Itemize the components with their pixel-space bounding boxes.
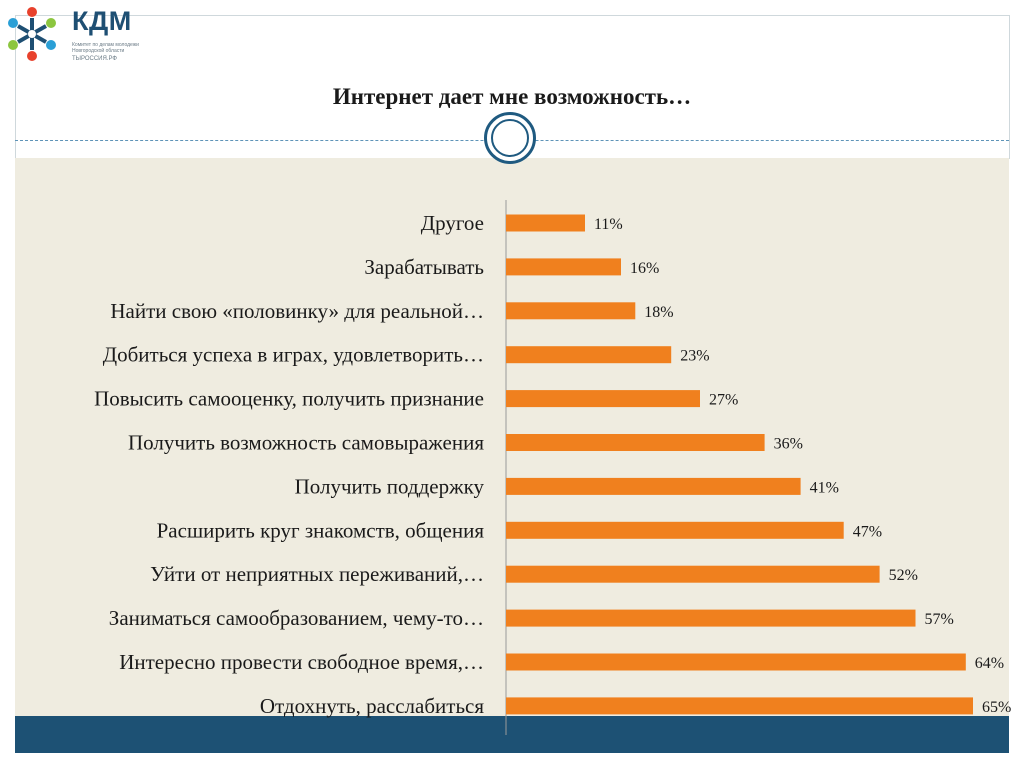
data-label: 64% [975,655,1004,672]
data-label: 57% [925,611,954,628]
bar [506,609,916,627]
bar [506,214,585,232]
bar [506,258,621,276]
chart-title: Интернет дает мне возможность… [332,84,692,109]
category-label: Повысить самооценку, получить признание [94,387,484,411]
category-label: Найти свою «половинку» для реальной… [110,299,484,323]
ring-ornament [484,112,536,164]
data-label: 36% [774,436,803,453]
data-label: 47% [853,523,882,540]
data-label: 18% [644,304,673,321]
data-label: 23% [680,348,709,365]
category-label: Отдохнуть, расслабиться [260,694,484,718]
bar [506,346,672,364]
category-label: Получить возможность самовыражения [128,431,484,455]
logo-url: ТЫРОССИЯ.РФ [72,56,117,62]
bar [506,697,973,715]
category-label: Другое [421,211,484,235]
data-label: 27% [709,392,738,409]
category-label: Заниматься самообразованием, чему-то… [109,606,484,630]
category-label: Добиться успеха в играх, удовлетворить… [103,343,484,367]
category-label: Зарабатывать [364,255,484,279]
data-label: 16% [630,260,659,277]
category-label: Уйти от неприятных переживаний,… [150,562,484,586]
category-label: Получить поддержку [295,474,485,498]
data-label: 11% [594,216,623,233]
bar [506,390,700,408]
data-label: 52% [889,567,918,584]
snowflake-icon [8,7,56,61]
bottom-band [15,716,1009,753]
logo-subtitle: Комитет по делам молодежи Новгородской о… [72,42,139,54]
bar [506,565,880,583]
bar [506,477,801,495]
kdm-logo: КДМ Комитет по делам молодежи Новгородск… [2,2,142,66]
bar [506,434,765,451]
data-label: 65% [982,699,1011,716]
bar [506,653,966,671]
logo-name: КДМ [72,6,132,36]
category-label: Расширить круг знакомств, общения [157,518,485,542]
bar [506,302,636,320]
bar [506,521,844,539]
data-label: 41% [810,479,839,496]
category-label: Интересно провести свободное время,… [119,650,484,674]
